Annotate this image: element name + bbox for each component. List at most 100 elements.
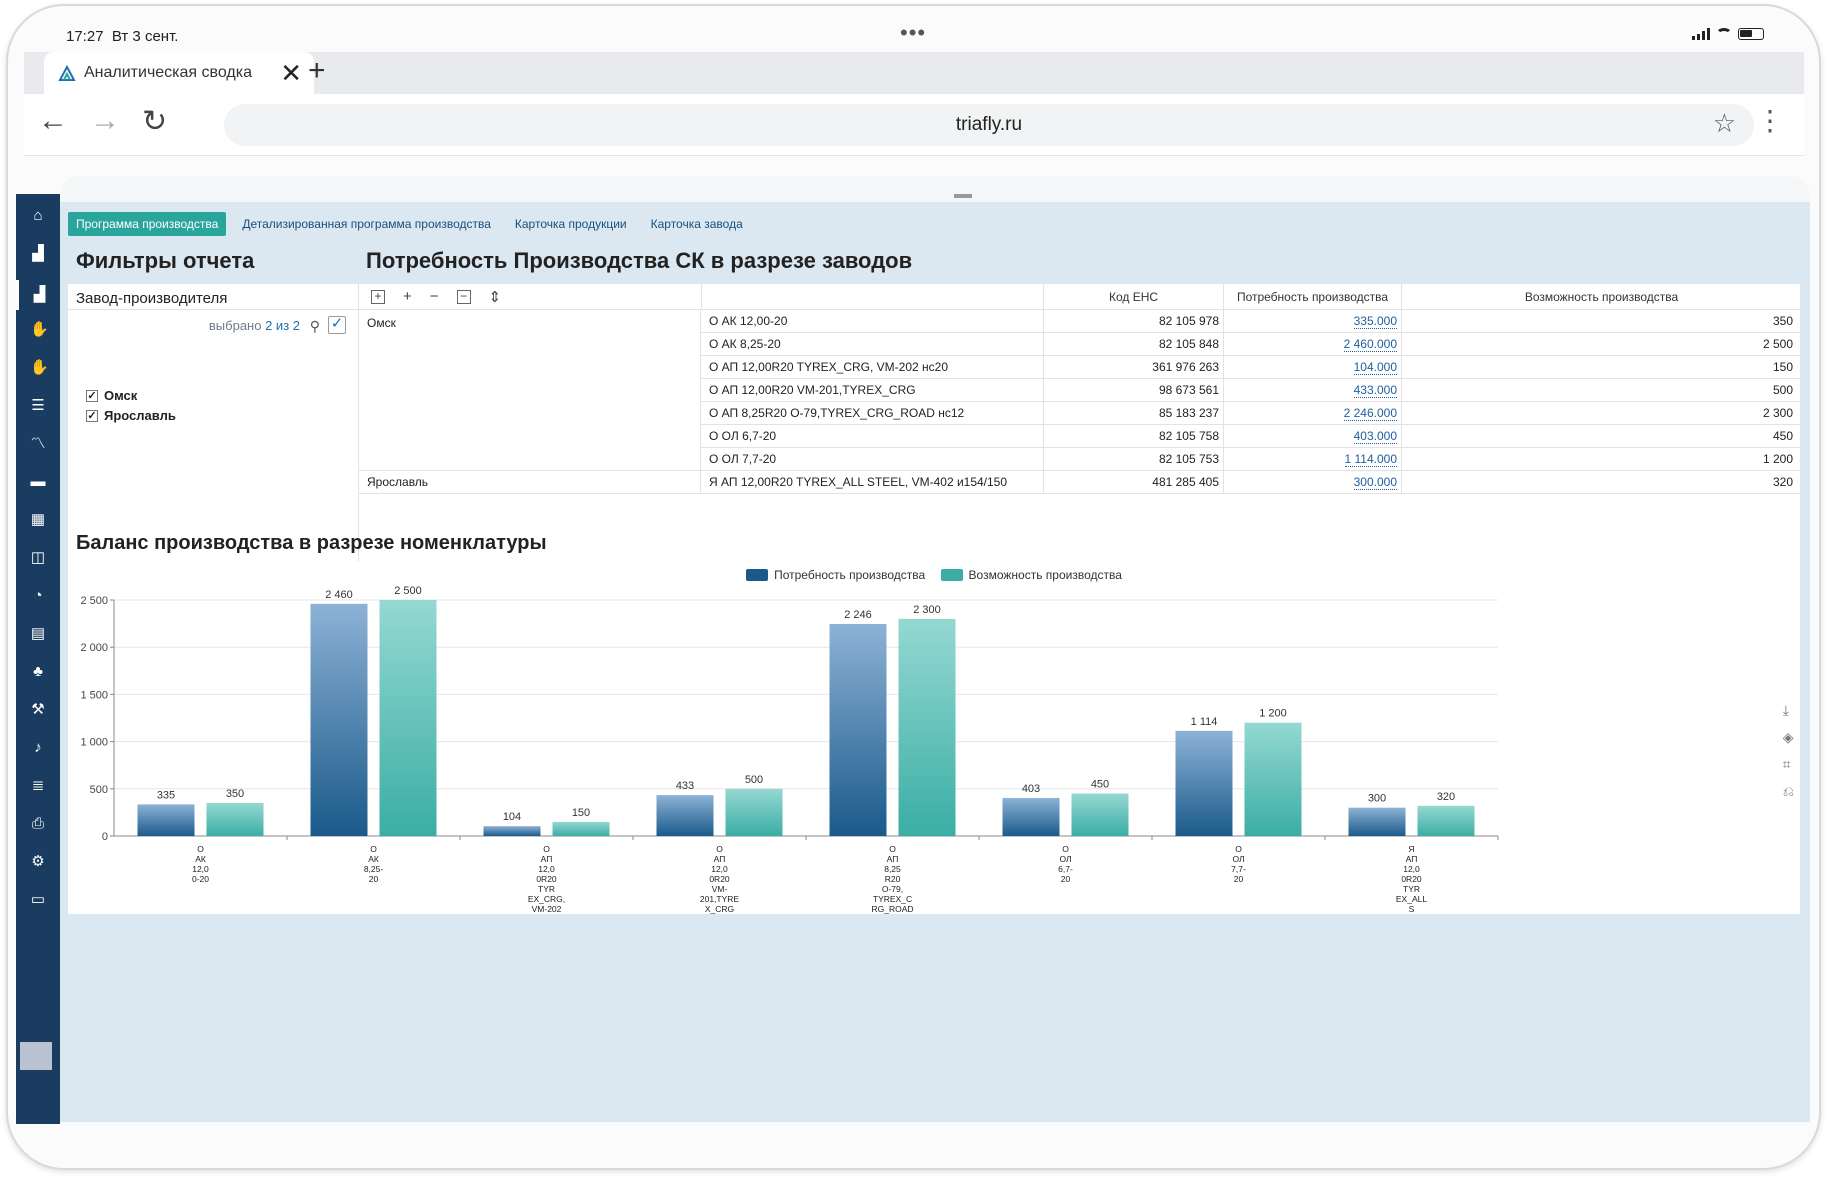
address-bar-row: ← → ↻ triafly.ru ☆ ⋮ <box>24 94 1804 156</box>
filter-item-omsk[interactable]: ✓ Омск <box>86 388 137 403</box>
tab-plant-card[interactable]: Карточка завода <box>650 217 743 231</box>
bell-icon[interactable]: ♪ <box>34 739 42 756</box>
handshake-icon[interactable]: ✋ <box>30 321 49 338</box>
browser-menu-icon[interactable]: ⋮ <box>1756 105 1784 136</box>
bookmark-star-icon[interactable]: ☆ <box>1712 108 1736 138</box>
table-icon[interactable]: ▦ <box>30 511 46 528</box>
browser-tabstrip: Аналитическая сводка ✕ + <box>24 52 1804 94</box>
layers-icon[interactable]: ◈ <box>1782 729 1794 745</box>
filter-selected-value[interactable]: 2 из 2 <box>265 318 300 333</box>
cell-need[interactable]: 104.000 <box>1223 356 1397 378</box>
legend-item-need[interactable]: Потребность производства <box>746 568 925 582</box>
new-tab-icon[interactable]: + <box>308 54 326 87</box>
tab-product-card[interactable]: Карточка продукции <box>514 217 627 231</box>
hierarchy-icon[interactable]: ♣ <box>33 663 43 680</box>
tab-production-program[interactable]: Программа производства <box>68 212 227 236</box>
cell-need[interactable]: 403.000 <box>1223 425 1397 447</box>
cell-need-link[interactable]: 335.000 <box>1353 314 1397 329</box>
multitask-dots-icon[interactable]: ••• <box>900 20 927 45</box>
filter-panel: Завод-производителя выбрано 2 из 2 ⚲ ✓ ✓… <box>68 284 358 589</box>
columns-icon[interactable]: ◫ <box>30 549 46 566</box>
x-tick-label: АП <box>541 854 553 864</box>
x-tick-label: 12,0 <box>1403 864 1420 874</box>
handshake-2-icon[interactable]: ✋ <box>30 359 49 376</box>
report-icon[interactable]: ▤ <box>30 625 46 642</box>
x-tick-label: TYR <box>538 884 555 894</box>
cell-capacity: 320 <box>1401 471 1797 493</box>
search-icon[interactable]: ⚲ <box>309 318 320 334</box>
wrench-icon[interactable]: ⚒ <box>31 701 45 718</box>
drag-grip-icon[interactable] <box>954 194 972 198</box>
checkbox-checked-icon[interactable]: ✓ <box>86 389 98 402</box>
bar-capacity <box>1244 722 1302 836</box>
sort-icon[interactable]: ⇕ <box>488 288 502 306</box>
cell-need-link[interactable]: 403.000 <box>1353 429 1397 444</box>
back-arrow-icon[interactable]: ← <box>38 104 68 137</box>
table-header-capacity[interactable]: Возможность производства <box>1401 284 1801 310</box>
factory-active-icon[interactable]: ▟ <box>16 280 60 310</box>
x-tick-label: АК <box>195 854 206 864</box>
select-all-checkbox[interactable]: ✓ <box>328 316 346 334</box>
printer-icon[interactable]: ⎙ <box>31 815 44 832</box>
avatar[interactable] <box>20 1042 52 1070</box>
cell-need-link[interactable]: 104.000 <box>1353 360 1397 375</box>
bar-capacity <box>725 788 783 836</box>
cell-need-link[interactable]: 2 460.000 <box>1343 337 1397 352</box>
legend-item-capacity[interactable]: Возможность производства <box>940 568 1122 582</box>
filter-item-yaroslavl[interactable]: ✓ Ярославль <box>86 408 176 423</box>
x-tick-label: VM-202 <box>532 904 562 914</box>
table-header-code[interactable]: Код ЕНС <box>1043 284 1223 310</box>
table-header-need[interactable]: Потребность производства <box>1223 284 1401 310</box>
gear-icon[interactable]: ⚙ <box>31 853 45 870</box>
checkbox-checked-icon[interactable]: ✓ <box>86 409 98 422</box>
document-icon[interactable]: ▭ <box>30 891 46 908</box>
factory-icon[interactable]: ▟ <box>32 245 44 262</box>
legend-swatch-need <box>746 569 769 581</box>
gauge-icon[interactable]: ◔ <box>33 587 43 604</box>
crop-icon[interactable]: ⌗ <box>1782 756 1791 772</box>
group-cell-yaroslavl[interactable]: Ярославль <box>359 471 701 494</box>
url-bar[interactable]: triafly.ru ☆ <box>224 104 1754 146</box>
y-tick-label: 500 <box>90 784 108 796</box>
cell-code: 481 285 405 <box>1043 471 1219 493</box>
x-tick-label: О <box>1062 844 1069 854</box>
cell-code: 82 105 978 <box>1043 310 1219 332</box>
reload-icon[interactable]: ↻ <box>142 105 168 138</box>
table-toolbar: + + − − ⇕ <box>359 284 701 310</box>
legend-label-capacity: Возможность производства <box>968 568 1122 582</box>
cell-need-link[interactable]: 300.000 <box>1353 475 1397 490</box>
cell-need[interactable]: 300.000 <box>1223 471 1397 493</box>
cell-need-link[interactable]: 433.000 <box>1353 383 1397 398</box>
list-icon[interactable]: ☰ <box>31 397 45 414</box>
cell-name: Я АП 12,00R20 TYREX_ALL STEEL, VM-402 и1… <box>709 475 1008 489</box>
group-cell-omsk[interactable]: Омск <box>359 310 701 471</box>
close-tab-icon[interactable]: ✕ <box>280 58 302 88</box>
cell-need[interactable]: 335.000 <box>1223 310 1397 332</box>
tab-detailed-program[interactable]: Детализированная программа производства <box>242 217 491 231</box>
cell-code: 82 105 848 <box>1043 333 1219 355</box>
cell-need-link[interactable]: 2 246.000 <box>1343 406 1397 421</box>
status-time-text: 17:27 <box>66 28 104 45</box>
collapse-all-icon[interactable]: − <box>456 289 471 304</box>
expand-icon[interactable]: + <box>403 288 412 305</box>
legend-label-need: Потребность производства <box>774 568 926 582</box>
x-tick-label: ОЛ <box>1059 854 1071 864</box>
cell-need[interactable]: 2 246.000 <box>1223 402 1397 424</box>
cell-need[interactable]: 2 460.000 <box>1223 333 1397 355</box>
bar-need <box>137 804 195 836</box>
home-icon[interactable]: ⌂ <box>33 207 43 224</box>
database-icon[interactable]: ≣ <box>31 777 45 794</box>
download-icon[interactable]: ⤓ <box>1782 702 1789 718</box>
card-icon[interactable]: ▬ <box>30 473 46 490</box>
cell-need[interactable]: 1 114.000 <box>1223 448 1397 470</box>
expand-all-icon[interactable]: + <box>371 289 385 304</box>
line-chart-icon[interactable]: 〽 <box>30 435 46 452</box>
status-date: Вт 3 сент. <box>111 28 179 45</box>
cell-need[interactable]: 433.000 <box>1223 379 1397 401</box>
browser-tab[interactable]: Аналитическая сводка ✕ <box>44 52 314 94</box>
cell-need-link[interactable]: 1 114.000 <box>1344 452 1397 467</box>
battery-icon <box>1738 28 1764 40</box>
forward-arrow-icon[interactable]: → <box>90 104 120 137</box>
collapse-icon[interactable]: − <box>429 288 439 305</box>
reset-icon[interactable]: ⎌ <box>1782 783 1794 799</box>
